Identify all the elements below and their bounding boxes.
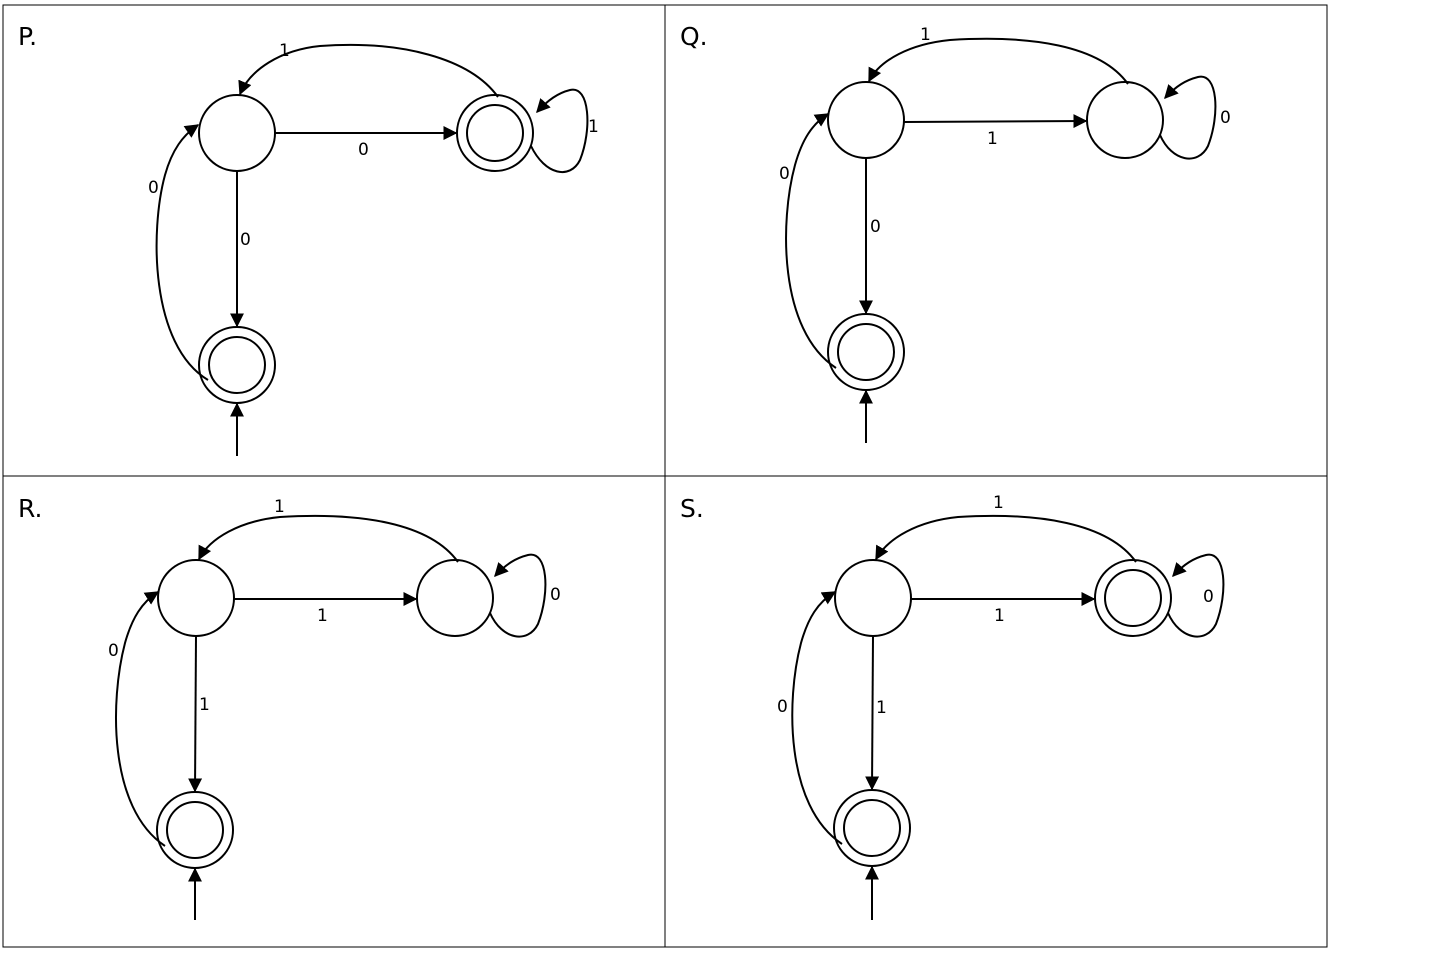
- label-down: 1: [876, 698, 887, 718]
- state-right-inner: [466, 104, 524, 162]
- label-middle: 1: [987, 129, 998, 149]
- label-self-loop: 0: [1220, 108, 1231, 128]
- panel-r: R. 1 1 0 0 1: [18, 494, 561, 920]
- state-bottom-inner: [166, 801, 224, 859]
- panel-grid: [2, 4, 1328, 948]
- label-top-arc: 1: [920, 25, 931, 45]
- state-bottom-inner: [843, 799, 901, 857]
- edge-self-loop: [1167, 553, 1225, 638]
- panel-s: S. 1 1 0 0 1: [680, 493, 1225, 920]
- label-top-arc: 1: [279, 41, 290, 61]
- panel-label: S.: [680, 494, 704, 523]
- state-top-left: [827, 81, 905, 159]
- edge-self-loop: [1159, 75, 1217, 160]
- label-middle: 0: [358, 140, 369, 160]
- label-self-loop: 1: [588, 117, 599, 137]
- label-self-loop: 0: [550, 585, 561, 605]
- edge-self-loop: [530, 88, 589, 173]
- edge-down: [188, 635, 203, 793]
- label-down: 0: [870, 217, 881, 237]
- state-top-left: [834, 559, 912, 637]
- label-down: 0: [240, 230, 251, 250]
- state-right: [1086, 81, 1164, 159]
- label-left-arc: 0: [777, 697, 788, 717]
- state-top-left: [198, 94, 276, 172]
- edge-left-arc: [791, 591, 843, 845]
- edge-down: [865, 635, 880, 791]
- panel-p: P. 1 0 1 0 0: [18, 22, 599, 456]
- edge-middle: [903, 114, 1088, 129]
- panel-q: Q. 1 1 0 0 0: [680, 22, 1231, 443]
- label-self-loop: 0: [1203, 587, 1214, 607]
- state-right: [416, 559, 494, 637]
- label-top-arc: 1: [993, 493, 1004, 513]
- edge-top-arc: [238, 43, 499, 98]
- edge-top-arc: [198, 514, 459, 563]
- edge-top-arc: [868, 37, 1129, 85]
- edge-top-arc: [875, 514, 1137, 563]
- edge-self-loop: [489, 553, 547, 638]
- state-bottom-inner: [837, 323, 895, 381]
- panel-label: P.: [18, 22, 37, 51]
- state-bottom-inner: [208, 336, 266, 394]
- panel-label: Q.: [680, 22, 708, 51]
- label-left-arc: 0: [108, 641, 119, 661]
- state-top-left: [157, 559, 235, 637]
- state-right-inner: [1104, 569, 1162, 627]
- label-left-arc: 0: [148, 178, 159, 198]
- label-middle: 1: [994, 606, 1005, 626]
- label-left-arc: 0: [779, 164, 790, 184]
- edge-left-arc: [115, 591, 166, 847]
- edge-left-arc: [785, 113, 837, 369]
- label-down: 1: [199, 695, 210, 715]
- panel-label: R.: [18, 494, 42, 523]
- edge-left-arc: [155, 124, 209, 381]
- label-top-arc: 1: [274, 497, 285, 517]
- label-middle: 1: [317, 606, 328, 626]
